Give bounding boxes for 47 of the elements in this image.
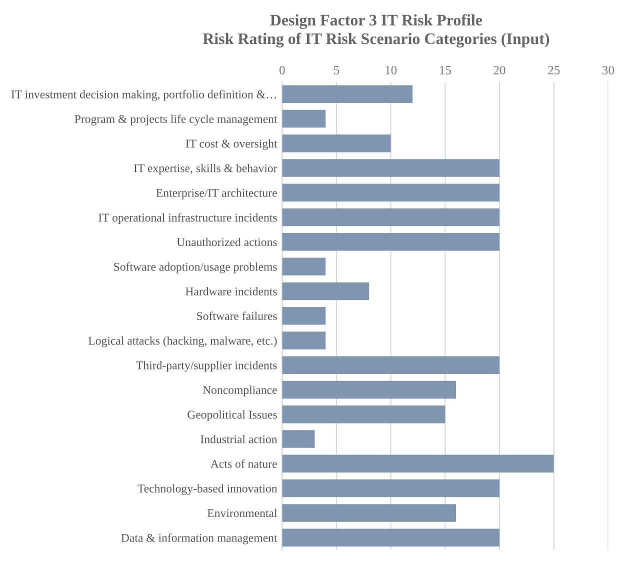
bar xyxy=(282,356,500,374)
bar xyxy=(282,454,554,473)
bar xyxy=(282,504,456,522)
x-tick-label: 0 xyxy=(280,66,285,74)
bar xyxy=(282,208,500,226)
y-tick-label: Unauthorized actions xyxy=(176,238,277,246)
bar xyxy=(282,258,326,276)
y-tick-label: Logical attacks (hacking, malware, etc.) xyxy=(88,336,277,348)
bar xyxy=(282,159,500,177)
y-tick-label: IT expertise, skills & behavior xyxy=(134,164,278,175)
x-tick-label: 10 xyxy=(386,66,397,74)
chart-title: Design Factor 3 IT Risk Profile xyxy=(270,14,482,29)
bar xyxy=(282,430,315,448)
bar xyxy=(282,110,326,128)
y-tick-label: IT cost & oversight xyxy=(186,139,278,150)
y-tick-label: IT operational infrastructure incidents xyxy=(98,213,277,224)
x-tick-label: 20 xyxy=(494,66,506,74)
y-tick-label: IT investment decision making, portfolio definition &… xyxy=(11,90,276,101)
y-tick-label: Hardware incidents xyxy=(186,287,277,296)
x-tick-label: 30 xyxy=(602,66,614,74)
bar xyxy=(282,528,500,546)
y-tick-label: Enterprise/IT architecture xyxy=(156,188,277,200)
y-tick-label: Industrial action xyxy=(200,434,278,444)
bar xyxy=(282,332,326,350)
bar xyxy=(282,479,500,498)
bar xyxy=(282,380,456,399)
bar xyxy=(282,85,413,103)
y-tick-label: Noncompliance xyxy=(202,386,277,396)
y-tick-label: Software adoption/usage problems xyxy=(114,262,277,274)
bar xyxy=(282,184,500,202)
y-tick-label: Program & projects life cycle management xyxy=(74,114,278,126)
x-tick-label: 15 xyxy=(440,66,451,74)
bar xyxy=(282,282,370,300)
bar xyxy=(282,406,446,424)
y-tick-label: Data & information management xyxy=(121,533,278,544)
y-tick-label: Geopolitical Issues xyxy=(188,410,277,421)
y-tick-label: Technology-based innovation xyxy=(138,484,278,495)
bar xyxy=(282,134,391,152)
bar xyxy=(282,306,326,325)
y-tick-label: Third-party/supplier incidents xyxy=(136,361,277,372)
x-tick-label: 5 xyxy=(334,66,340,74)
y-tick-label: Software failures xyxy=(197,312,277,320)
bar xyxy=(282,233,500,251)
x-tick-label: 25 xyxy=(548,66,560,74)
y-tick-label: Environmental xyxy=(207,508,278,518)
y-tick-label: Acts of nature xyxy=(210,459,277,468)
chart-subtitle: Risk Rating of IT Risk Scenario Categories (Input) xyxy=(202,32,550,48)
